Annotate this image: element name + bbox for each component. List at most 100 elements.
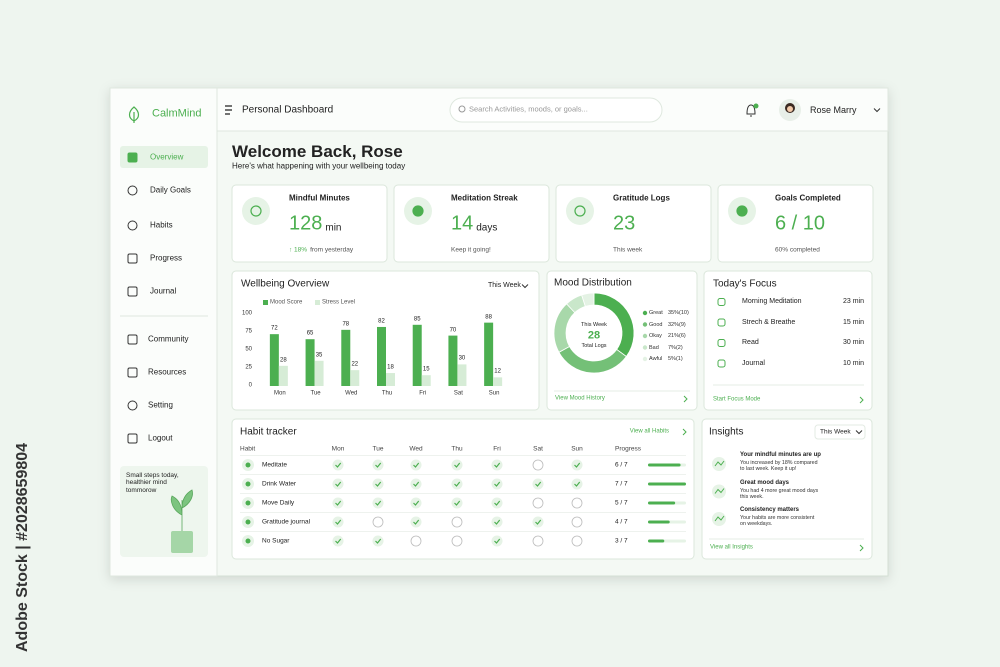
insight-icon <box>714 515 725 522</box>
check-done <box>332 516 344 528</box>
insight-icon <box>714 488 725 494</box>
period-select[interactable]: This Week <box>820 428 851 436</box>
check-mark <box>375 481 382 487</box>
column-header: Progress <box>615 445 642 453</box>
insight-title: Consistency matters <box>740 507 800 513</box>
focus-time: 15 min <box>842 318 864 326</box>
stat-icon-bg <box>566 197 594 225</box>
nav-item[interactable]: Progress <box>150 253 183 263</box>
progress-fill <box>648 520 670 524</box>
donut-slice <box>581 292 595 307</box>
legend-label: Bad <box>649 344 659 351</box>
search-icon <box>458 105 466 113</box>
donut-total: 28 <box>587 329 601 342</box>
check-empty <box>571 516 583 528</box>
menu-icon <box>225 105 232 115</box>
check-empty <box>532 497 544 509</box>
link[interactable]: View Mood History <box>555 395 605 402</box>
bar <box>278 365 288 386</box>
check-empty <box>532 535 544 547</box>
nav-item[interactable]: Overview <box>150 152 184 162</box>
stat-note: This week <box>613 246 643 254</box>
check-mark <box>413 500 420 506</box>
nav-active-bg <box>120 146 208 168</box>
watermark: Adobe Stock | #2028659804 <box>14 442 31 652</box>
bell-icon[interactable] <box>746 104 756 117</box>
bar-value-label: 65 <box>306 330 314 337</box>
x-tick-label: Thu <box>381 390 393 397</box>
progress-fill <box>648 482 686 486</box>
focus-icon <box>717 318 726 327</box>
legend-dot <box>642 310 648 316</box>
habit-name: Drink Water <box>262 480 297 488</box>
focus-item: Morning Meditation <box>742 297 802 305</box>
check-done <box>372 459 384 471</box>
bar-value-label: 70 <box>449 327 457 334</box>
check-mark <box>494 519 501 525</box>
bar <box>412 324 422 386</box>
legend-label: Okay <box>649 332 662 339</box>
legend-value: 5%(1) <box>668 355 683 362</box>
nav-icon <box>127 152 138 163</box>
search-placeholder[interactable]: Search Activities, moods, or goals... <box>469 104 588 114</box>
check-done <box>410 459 422 471</box>
nav-item[interactable]: Daily Goals <box>150 185 191 195</box>
check-mark <box>494 481 501 487</box>
check-mark <box>574 462 581 468</box>
check-done <box>410 497 422 509</box>
check-mark <box>535 481 542 487</box>
progress-fill <box>648 501 676 505</box>
legend-swatch <box>263 300 268 305</box>
period-select-box[interactable] <box>814 424 866 440</box>
nav-icon <box>127 433 138 444</box>
check-empty <box>410 535 422 547</box>
check-mark <box>335 481 342 487</box>
donut-total-label: Total Logs <box>581 342 607 349</box>
check-done <box>410 478 422 490</box>
nav-item[interactable]: Setting <box>148 400 173 410</box>
insight-icon-bg <box>712 512 726 526</box>
insight-icon <box>714 460 725 467</box>
nav-item[interactable]: Habits <box>150 220 173 230</box>
check-mark <box>413 462 420 468</box>
habit-icon <box>245 519 251 525</box>
column-header: Fri <box>493 445 501 453</box>
habit-name: Meditate <box>262 461 287 469</box>
check-done <box>372 535 384 547</box>
period-select[interactable]: This Week <box>488 281 521 289</box>
x-tick-label: Mon <box>274 390 286 397</box>
habit-icon <box>245 500 251 506</box>
x-tick-label: Wed <box>345 390 358 397</box>
promo-text: Small steps today, healthier mind tommor… <box>126 472 179 494</box>
focus-item: Strech & Breathe <box>742 318 796 326</box>
chart-title: Mood Distribution <box>554 277 632 289</box>
bar <box>314 360 324 386</box>
user-name[interactable]: Rose Marry <box>810 104 857 115</box>
nav-item[interactable]: Journal <box>150 286 177 296</box>
stat-title: Goals Completed <box>775 193 841 203</box>
nav-item[interactable]: Logout <box>148 433 173 443</box>
progress-label: 6 / 7 <box>615 461 628 469</box>
check-mark <box>494 538 501 544</box>
link[interactable]: Start Focus Mode <box>713 396 761 403</box>
nav-item[interactable]: Community <box>148 334 189 344</box>
y-tick-label: 50 <box>245 346 252 353</box>
dropdown-arrow <box>873 108 881 113</box>
check-mark <box>454 462 461 468</box>
search-box[interactable] <box>449 97 663 123</box>
link[interactable]: View all Insights <box>710 544 753 551</box>
check-done <box>571 478 583 490</box>
link[interactable]: View all Habits <box>629 428 669 435</box>
check-mark <box>494 462 501 468</box>
stat-card <box>231 184 388 263</box>
legend-dot <box>642 356 648 362</box>
check-mark <box>375 462 382 468</box>
focus-item: Journal <box>742 359 765 367</box>
check-empty <box>451 516 463 528</box>
focus-icon <box>717 298 726 306</box>
nav-item[interactable]: Resources <box>148 367 187 377</box>
stat-note: Keep it going! <box>451 246 491 254</box>
focus-time: 10 min <box>842 359 864 367</box>
check-done <box>451 497 463 509</box>
